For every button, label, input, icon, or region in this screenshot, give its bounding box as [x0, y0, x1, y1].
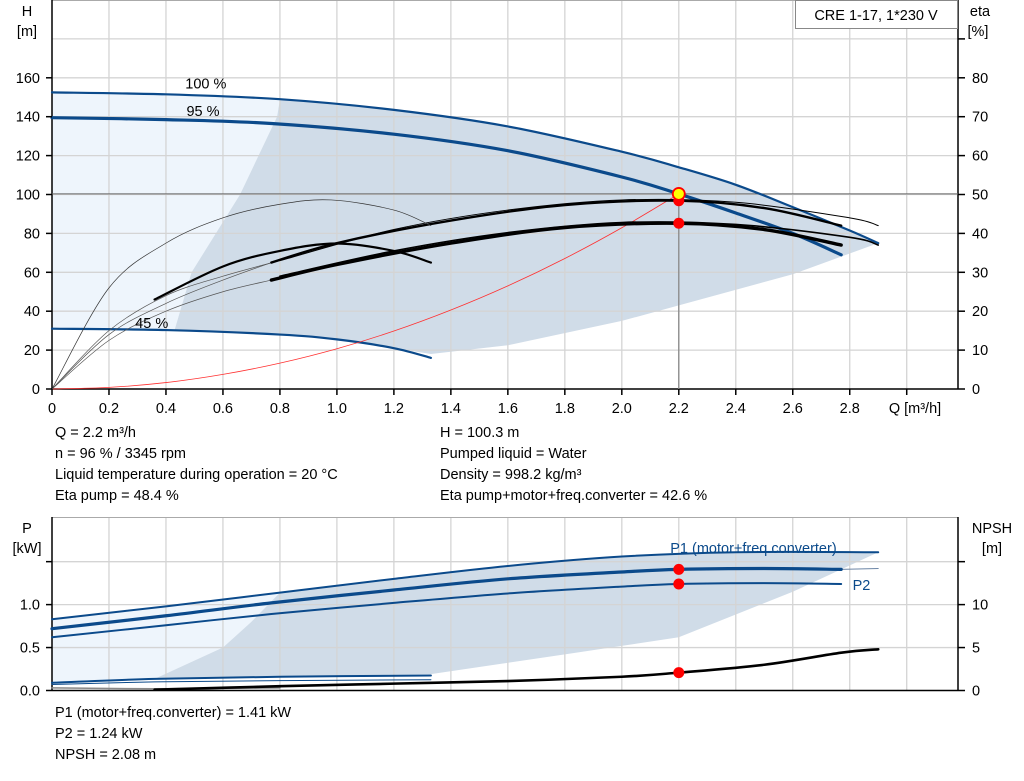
p2-45-curve: [51, 679, 432, 685]
operating-point-marker: [673, 217, 685, 229]
p1-95-curve: [50, 566, 843, 631]
p1-100-ext-curve: [840, 568, 879, 570]
tick-label-bottom: 0: [48, 401, 56, 417]
p2-95-curve: [51, 582, 843, 639]
tick-label-bottom: 1.0: [327, 401, 347, 417]
results-right: H = 100.3 m Pumped liquid = Water Densit…: [440, 423, 707, 507]
tick-label-left: 0: [32, 382, 40, 398]
eta-total-95-curve: [269, 221, 843, 282]
eta-100-ext-curve: [51, 260, 281, 390]
p2-value: P2 = 1.24 kW: [55, 726, 143, 742]
series-label: P2: [853, 578, 871, 594]
tick-label-left: 100: [16, 188, 40, 204]
tick-label-left: 20: [24, 343, 40, 359]
liquid-temperature: Liquid temperature during operation = 20…: [55, 467, 338, 483]
duty-point-marker: [671, 187, 686, 201]
tick-label-left: 160: [16, 71, 40, 87]
tick-label-bottom: 2.0: [612, 401, 632, 417]
eta-pump-45-curve: [153, 242, 433, 301]
p1-45-curve: [51, 674, 432, 684]
tick-label-left: 60: [24, 265, 40, 281]
tick-label-right: 80: [972, 71, 988, 87]
h-45-curve: [50, 327, 433, 359]
tick-label-right: 50: [972, 188, 988, 204]
tick-label-right: 30: [972, 265, 988, 281]
head-efficiency-panel: 0 20 40 60 80 100 120 140 160 0 10 20 30 40 50 60 70 80 0 0…: [16, 0, 991, 417]
tick-label-bottom: 1.2: [384, 401, 404, 417]
tick-label-bottom: 1.6: [498, 401, 518, 417]
power-npsh-panel: 0.0 0.5 1.0 0 5 10 P [kW] NPSH [m] P1 (motor+freq.…: [13, 517, 1012, 700]
x-axis-label: Q [m³/h]: [889, 401, 941, 417]
tick-label-right: 5: [972, 641, 980, 657]
tick-label-bottom: 0.8: [270, 401, 290, 417]
y-right-axis-label: NPSH: [972, 521, 1012, 537]
eta-100-curve: [279, 198, 879, 262]
y-left-axis-unit: [kW]: [13, 541, 42, 557]
series-label: P1 (motor+freq.converter): [670, 541, 836, 557]
tick-label-left: 80: [24, 226, 40, 242]
y-right-axis-unit: [%]: [968, 24, 989, 40]
npsh-value: NPSH = 2.08 m: [55, 747, 157, 763]
tick-label-right: 40: [972, 226, 988, 242]
density: Density = 998.2 kg/m³: [440, 467, 582, 483]
operating-point-marker: [673, 667, 685, 679]
npsh-curve: [153, 647, 880, 691]
y-left-axis-unit: [m]: [17, 24, 37, 40]
eta-total-45-curve: [51, 199, 432, 390]
tick-label-right: 0: [972, 684, 980, 700]
tick-label-bottom: 0.4: [156, 401, 176, 417]
speed-label: 45 %: [135, 316, 168, 332]
pump-model-label: CRE 1-17, 1*230 V: [814, 8, 938, 24]
results-left: Q = 2.2 m³/h n = 96 % / 3345 rpm Liquid …: [55, 423, 338, 507]
eta-pump-ext-curve: [51, 262, 272, 390]
eta-total-ext-curve: [51, 279, 272, 390]
y-left-axis-label: H: [22, 4, 32, 20]
eta-total: Eta pump+motor+freq.converter = 42.6 %: [440, 488, 708, 504]
tick-label-left: 0.5: [20, 641, 40, 657]
tick-label-right: 60: [972, 149, 988, 165]
tick-label-right: 20: [972, 304, 988, 320]
tick-label-left: 120: [16, 149, 40, 165]
operating-range-region: [174, 99, 879, 354]
p1-100-curve: [51, 550, 880, 621]
tick-label-bottom: 2.8: [840, 401, 860, 417]
legend-box: [795, 0, 958, 29]
eta-pump: Eta pump = 48.4 %: [55, 488, 179, 504]
p1-value: P1 (motor+freq.converter) = 1.41 kW: [55, 705, 292, 721]
h-95-curve: [50, 116, 843, 257]
pumped-liquid: Pumped liquid = Water: [440, 446, 587, 462]
tick-label-bottom: 0.2: [99, 401, 119, 417]
tick-label-right: 10: [972, 343, 988, 359]
tick-label-right: 70: [972, 110, 988, 126]
flow-value: Q = 2.2 m³/h: [55, 425, 136, 441]
tick-label-bottom: 0.6: [213, 401, 233, 417]
tick-label-left: 40: [24, 304, 40, 320]
tick-label-bottom: 1.8: [555, 401, 575, 417]
operating-point-marker: [673, 578, 685, 590]
tick-label-bottom: 2.6: [783, 401, 803, 417]
tick-label-right: 0: [972, 382, 980, 398]
operating-point-marker: [673, 563, 685, 575]
tick-label-right: 10: [972, 598, 988, 614]
speed-label: 95 %: [186, 104, 219, 120]
y-right-axis-unit: [m]: [982, 541, 1002, 557]
tick-label-bottom: 2.4: [726, 401, 746, 417]
tick-label-left: 1.0: [20, 598, 40, 614]
speed-value: n = 96 % / 3345 rpm: [55, 446, 186, 462]
tick-label-bottom: 1.4: [441, 401, 461, 417]
system-curve-curve: [51, 193, 680, 390]
speed-label: 100 %: [185, 77, 226, 93]
tick-label-left: 0.0: [20, 684, 40, 700]
tick-label-left: 140: [16, 110, 40, 126]
head-value: H = 100.3 m: [440, 425, 520, 441]
h-100-curve: [50, 91, 880, 245]
y-left-axis-label: P: [22, 521, 32, 537]
results-power: P1 (motor+freq.converter) = 1.41 kW P2 =…: [55, 703, 291, 766]
y-right-axis-label: eta: [970, 4, 991, 20]
tick-label-bottom: 2.2: [669, 401, 689, 417]
